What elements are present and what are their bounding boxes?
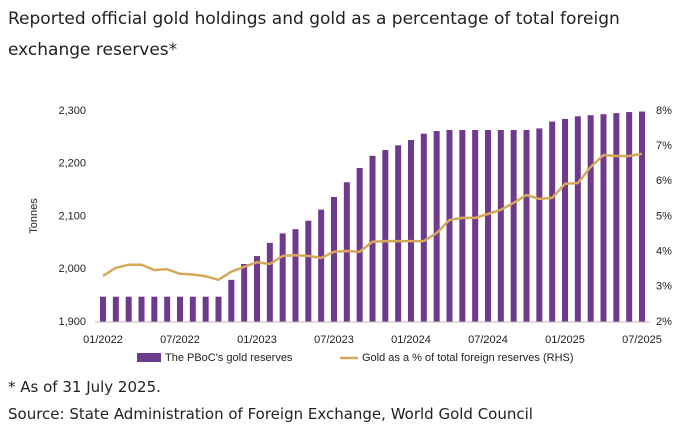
source: Source: State Administration of Foreign … bbox=[8, 405, 533, 423]
x-tick-label: 01/2022 bbox=[83, 334, 123, 346]
x-tick-label: 07/2024 bbox=[468, 334, 508, 346]
y2-tick-label: 7% bbox=[656, 140, 672, 152]
bar bbox=[241, 263, 248, 322]
x-tick-label: 01/2024 bbox=[391, 334, 431, 346]
bar bbox=[356, 167, 363, 322]
line bbox=[102, 152, 643, 282]
bar bbox=[266, 242, 273, 322]
bar bbox=[510, 129, 517, 322]
bar bbox=[549, 121, 556, 322]
y-tick-label: 1,900 bbox=[58, 316, 86, 328]
x-tick-label: 01/2025 bbox=[545, 334, 585, 346]
bar bbox=[600, 114, 607, 322]
bar bbox=[177, 296, 183, 322]
x-tick-label: 01/2023 bbox=[237, 334, 277, 346]
legend-label: The PBoC's gold reserves bbox=[165, 352, 293, 364]
footnote: * As of 31 July 2025. bbox=[8, 378, 161, 396]
bar bbox=[433, 131, 440, 322]
chart-title: Reported official gold holdings and gold… bbox=[8, 9, 620, 60]
bar bbox=[228, 279, 235, 322]
y-axis-label: Tonnes bbox=[28, 198, 40, 234]
x-tick-label: 07/2025 bbox=[622, 334, 662, 346]
y-tick-label: 2,000 bbox=[58, 263, 86, 275]
bar bbox=[100, 296, 106, 322]
bar bbox=[587, 115, 594, 322]
bar bbox=[446, 129, 453, 322]
bar bbox=[472, 129, 479, 322]
bar bbox=[279, 233, 286, 322]
bar bbox=[613, 113, 620, 322]
x-tick-label: 07/2022 bbox=[160, 334, 200, 346]
bar bbox=[254, 256, 260, 322]
bar bbox=[562, 118, 568, 322]
bar bbox=[369, 155, 376, 322]
bar bbox=[536, 128, 543, 322]
bar bbox=[189, 296, 196, 322]
bar bbox=[164, 296, 171, 322]
legend-label: Gold as a % of total foreign reserves (R… bbox=[362, 352, 574, 364]
bar bbox=[485, 129, 491, 322]
bar bbox=[112, 296, 119, 322]
bar bbox=[215, 296, 222, 322]
y2-tick-label: 2% bbox=[656, 316, 672, 328]
y-tick-label: 2,100 bbox=[58, 210, 86, 222]
bar bbox=[292, 229, 299, 322]
y2-tick-label: 4% bbox=[656, 246, 672, 258]
bar bbox=[459, 129, 466, 322]
bar bbox=[318, 209, 325, 322]
bar bbox=[639, 111, 645, 322]
bar bbox=[395, 145, 402, 322]
bar bbox=[305, 220, 312, 322]
y2-tick-label: 5% bbox=[656, 210, 672, 222]
bar bbox=[497, 129, 504, 322]
bar bbox=[408, 140, 414, 322]
y2-tick-label: 6% bbox=[656, 175, 672, 187]
bar bbox=[574, 116, 581, 323]
y2-tick-label: 8% bbox=[656, 105, 672, 117]
bar bbox=[382, 150, 389, 322]
bar bbox=[420, 133, 427, 322]
x-tick-label: 07/2023 bbox=[314, 334, 354, 346]
bar bbox=[151, 296, 158, 322]
y-tick-label: 2,200 bbox=[58, 158, 86, 170]
bar bbox=[523, 129, 530, 322]
bar bbox=[202, 296, 209, 322]
bar bbox=[125, 296, 132, 322]
legend-swatch bbox=[137, 353, 161, 362]
bar bbox=[626, 112, 633, 323]
bar bbox=[138, 296, 145, 322]
y-tick-label: 2,300 bbox=[58, 105, 86, 117]
bar bbox=[331, 196, 337, 322]
y2-tick-label: 3% bbox=[656, 281, 672, 293]
